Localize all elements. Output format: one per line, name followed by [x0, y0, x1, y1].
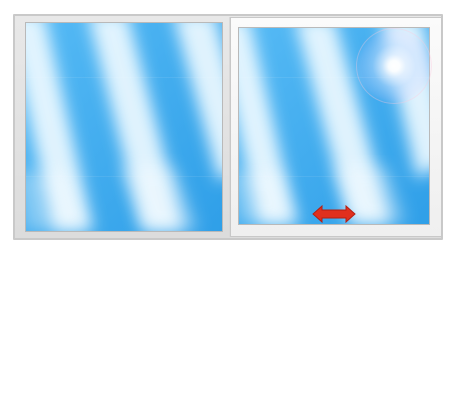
double-arrow-horizontal-icon[interactable]	[312, 205, 356, 223]
sky-glass-left	[26, 23, 222, 231]
sliding-glass-pane	[238, 27, 430, 225]
fixed-glass-pane	[25, 22, 223, 232]
sky-glass-right	[239, 28, 429, 224]
